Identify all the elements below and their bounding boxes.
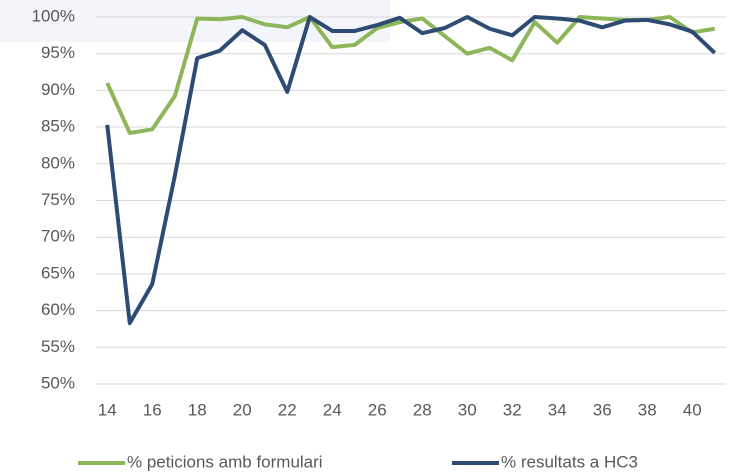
x-tick-label: 34 [548,400,567,419]
x-tick-label: 32 [503,400,522,419]
x-tick-label: 16 [143,400,162,419]
y-tick-label: 80% [41,153,75,172]
y-tick-label: 85% [41,117,75,136]
y-tick-label: 65% [41,263,75,282]
x-tick-label: 40 [683,400,702,419]
x-tick-label: 26 [368,400,387,419]
x-tick-label: 38 [638,400,657,419]
y-tick-label: 70% [41,227,75,246]
x-tick-label: 28 [413,400,432,419]
legend-label: % peticions amb formulari [127,452,323,471]
y-tick-label: 100% [32,6,75,25]
x-tick-label: 24 [323,400,342,419]
series-line [105,15,717,326]
x-tick-label: 20 [233,400,252,419]
y-tick-label: 90% [41,80,75,99]
x-tick-label: 22 [278,400,297,419]
y-tick-label: 55% [41,337,75,356]
y-tick-label: 60% [41,300,75,319]
x-tick-label: 14 [98,400,117,419]
y-tick-label: 75% [41,190,75,209]
x-tick-label: 18 [188,400,207,419]
y-tick-label: 50% [41,373,75,392]
series-line [105,15,716,135]
x-tick-label: 30 [458,400,477,419]
legend-label: % resultats a HC3 [501,452,638,471]
y-tick-label: 95% [41,43,75,62]
x-tick-label: 36 [593,400,612,419]
